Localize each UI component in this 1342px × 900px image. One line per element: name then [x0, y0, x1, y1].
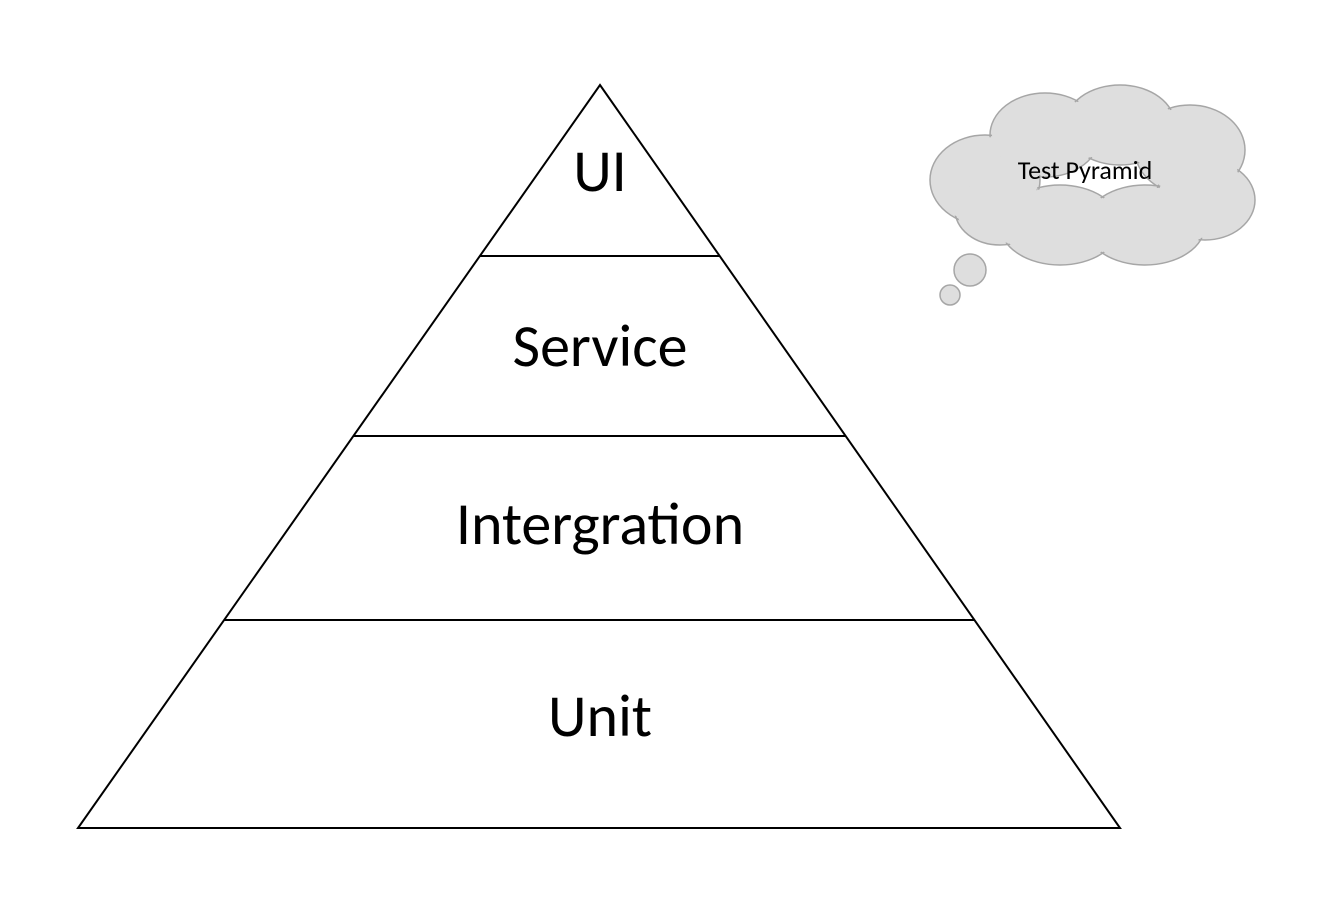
pyramid-level-ui: UI [573, 135, 627, 208]
pyramid-level-service: Service [513, 310, 688, 383]
cloud-title: Test Pyramid [1018, 154, 1153, 186]
cloud-icon [895, 60, 1275, 320]
thought-cloud [895, 60, 1275, 320]
pyramid-level-integration: Intergration [456, 488, 744, 561]
pyramid-level-unit: Unit [548, 680, 652, 753]
